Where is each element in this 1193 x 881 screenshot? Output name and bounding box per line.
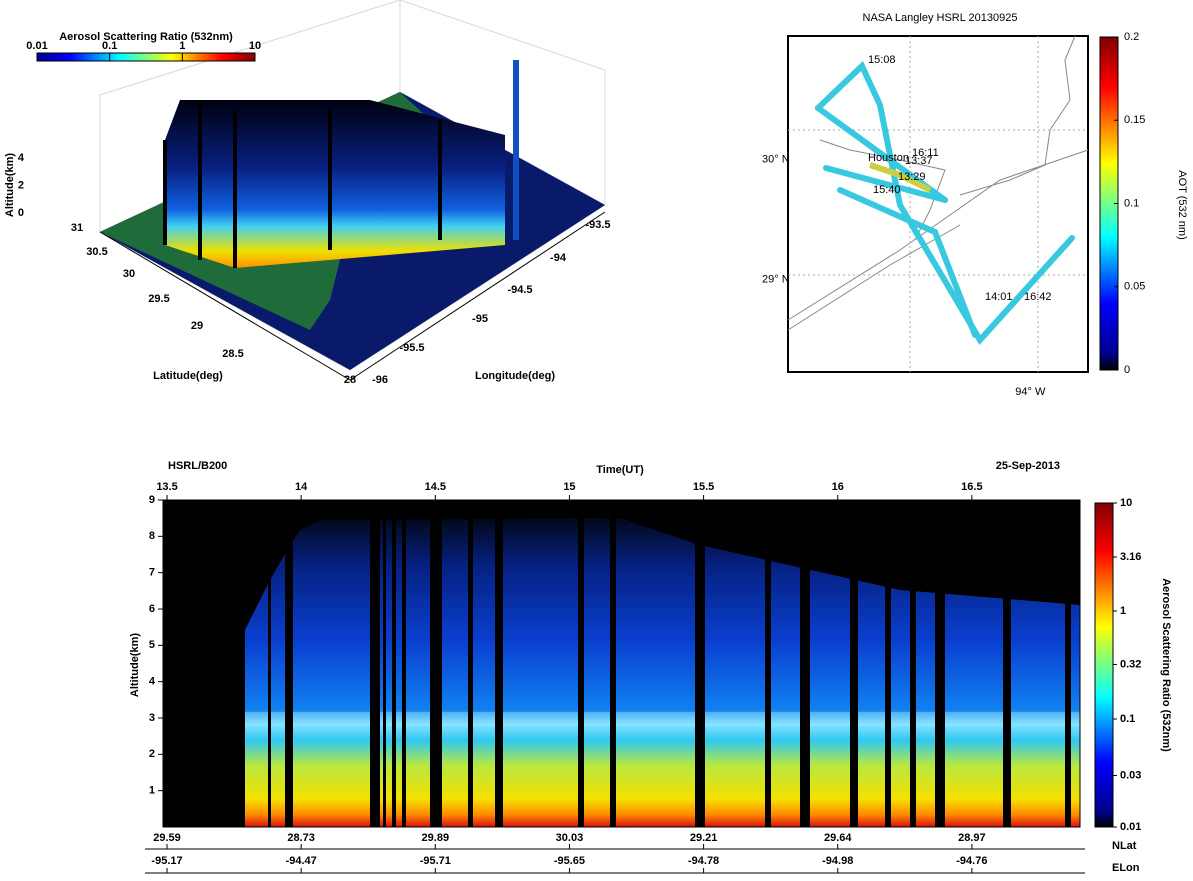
y-tick-label: 28	[344, 374, 356, 386]
lat-tick-label: 30° N	[762, 154, 790, 166]
annotation: 14:01	[985, 291, 1013, 303]
y-tick-label: 2	[149, 748, 155, 760]
elon-label: -95.65	[554, 855, 585, 867]
colorbar-tick-label: 0.32	[1120, 658, 1141, 670]
y-tick-label: 28.5	[222, 348, 243, 360]
x-label: Longitude(deg)	[475, 370, 555, 382]
colorbar-tick-label: 1	[1120, 605, 1126, 617]
x-tick-label: -94	[550, 252, 567, 264]
x-tick-label: -95.5	[399, 342, 424, 354]
annotation: 13:29	[898, 171, 926, 183]
map-scene	[788, 36, 1088, 372]
x-tick-label: 16	[832, 481, 844, 493]
elon-label: -95.71	[420, 855, 451, 867]
z-tick-label: 2	[18, 179, 24, 191]
colorbar-tick-label: 3.16	[1120, 551, 1141, 563]
lon-tick-label: 94° W	[1015, 386, 1046, 398]
colorbar-label: Aerosol Scattering Ratio (532nm)	[1160, 578, 1172, 752]
colorbar-tick-label: 0.2	[1124, 31, 1139, 43]
figure: Aerosol Scattering Ratio (532nm) 0.01 0.1 1…	[0, 0, 1193, 881]
elon-label: -94.78	[688, 855, 719, 867]
y-tick-label: 29.5	[148, 293, 169, 305]
x-tick-label: 15.5	[693, 481, 714, 493]
y-tick-label: 30	[123, 268, 135, 280]
title-left: HSRL/B200	[168, 460, 227, 472]
x3-label: ELon	[1112, 862, 1140, 874]
y-tick-label: 1	[149, 785, 155, 797]
x-label: Time(UT)	[596, 464, 644, 476]
z-label: Altitude(km)	[4, 153, 16, 218]
nlat-label: 28.73	[287, 832, 315, 844]
nlat-label: 28.97	[958, 832, 986, 844]
colorbar-tick-label: 0.03	[1120, 769, 1141, 781]
colorbar-tick-label: 1	[179, 40, 185, 52]
z-tick-label: 4	[18, 152, 25, 164]
lat-tick-label: 29° N	[762, 274, 790, 286]
colorbar	[1095, 503, 1113, 827]
nlat-label: 29.59	[153, 832, 181, 844]
x-tick-label: -94.5	[507, 284, 532, 296]
colorbar-tick-label: 0.01	[26, 40, 47, 52]
title-right: 25-Sep-2013	[996, 460, 1060, 472]
x-tick-label: 13.5	[156, 481, 177, 493]
x-tick-label: -96	[372, 374, 388, 386]
annotation: 16:42	[1024, 291, 1052, 303]
annotation: 15:40	[873, 184, 901, 196]
colorbar-tick-label: 0.15	[1124, 114, 1145, 126]
x-tick-label: 14	[295, 481, 308, 493]
colorbar-tick-label: 0.1	[1124, 197, 1139, 209]
y-tick-label: 3	[149, 712, 155, 724]
colorbar-tick-label: 0	[1124, 364, 1130, 376]
y-tick-label: 29	[191, 320, 203, 332]
annotation: 15:08	[868, 54, 896, 66]
colorbar-label: AOT (532 nm)	[1176, 170, 1188, 240]
y-tick-label: 31	[71, 222, 83, 234]
x-tick-label: 14.5	[425, 481, 446, 493]
annotation: Houston	[868, 152, 909, 164]
y-tick-label: 5	[149, 639, 155, 651]
map-title: NASA Langley HSRL 20130925	[863, 12, 1018, 24]
elon-label: -94.98	[822, 855, 853, 867]
elon-label: -95.17	[151, 855, 182, 867]
x-tick-label: -95	[472, 313, 488, 325]
nlat-label: 30.03	[556, 832, 584, 844]
y-label: Altitude(km)	[129, 633, 141, 698]
x2-label: NLat	[1112, 840, 1137, 852]
colorbar-tick-label: 0.1	[102, 40, 117, 52]
colorbar-tick-label: 0.1	[1120, 713, 1135, 725]
colorbar-tick-label: 10	[1120, 497, 1132, 509]
colorbar-tick-label: 10	[249, 40, 261, 52]
y-tick-label: 4	[149, 676, 156, 688]
colorbar	[37, 53, 255, 61]
x-tick-label: 15	[563, 481, 575, 493]
nlat-label: 29.89	[422, 832, 450, 844]
y-tick-label: 9	[149, 494, 155, 506]
nlat-label: 29.64	[824, 832, 852, 844]
y-tick-label: 8	[149, 530, 155, 542]
colorbar-title: Aerosol Scattering Ratio (532nm)	[59, 31, 233, 43]
y-label: Latitude(deg)	[153, 370, 223, 382]
colorbar-tick-label: 0.05	[1124, 281, 1145, 293]
y-tick-label: 6	[149, 603, 155, 615]
y-tick-label: 7	[149, 567, 155, 579]
elon-label: -94.47	[286, 855, 317, 867]
annotation: 16:11	[912, 147, 939, 159]
y-tick-label: 30.5	[86, 246, 107, 258]
curtain-scene	[163, 500, 1080, 827]
x-tick-label: -93.5	[585, 219, 610, 231]
elon-label: -94.76	[956, 855, 987, 867]
nlat-label: 29.21	[690, 832, 718, 844]
x-tick-label: 16.5	[961, 481, 982, 493]
colorbar-tick-label: 0.01	[1120, 821, 1141, 833]
z-tick-label: 0	[18, 207, 24, 219]
